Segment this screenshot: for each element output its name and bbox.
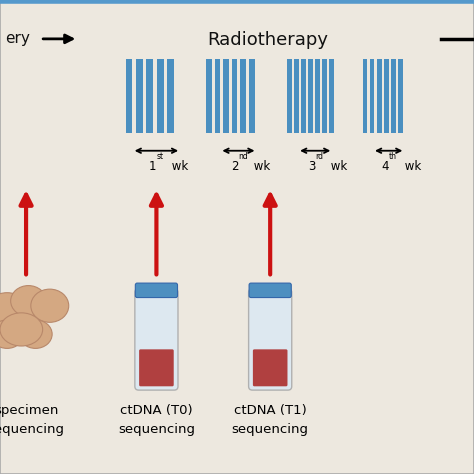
- Bar: [315, 59, 320, 133]
- FancyBboxPatch shape: [249, 283, 291, 298]
- Text: sequencing: sequencing: [232, 423, 309, 437]
- FancyBboxPatch shape: [253, 349, 287, 386]
- Bar: [146, 59, 153, 133]
- Bar: [287, 59, 292, 133]
- FancyBboxPatch shape: [248, 289, 292, 390]
- Bar: [329, 59, 334, 133]
- Bar: [301, 59, 306, 133]
- Ellipse shape: [19, 320, 52, 348]
- Text: Radiotherapy: Radiotherapy: [207, 31, 328, 49]
- Ellipse shape: [31, 289, 69, 322]
- FancyBboxPatch shape: [136, 283, 178, 298]
- Bar: [398, 59, 403, 133]
- FancyBboxPatch shape: [139, 349, 174, 386]
- Text: ery: ery: [5, 31, 29, 46]
- Text: th: th: [389, 152, 397, 161]
- Ellipse shape: [0, 320, 24, 348]
- Text: sequencing: sequencing: [0, 423, 64, 437]
- Bar: [363, 59, 367, 133]
- Text: 2: 2: [231, 160, 238, 173]
- Bar: [215, 59, 220, 133]
- Text: st: st: [156, 152, 164, 161]
- Bar: [377, 59, 382, 133]
- Text: 3: 3: [308, 160, 315, 173]
- Ellipse shape: [0, 292, 28, 328]
- Text: wk: wk: [401, 160, 421, 173]
- Bar: [167, 59, 174, 133]
- Text: rd: rd: [315, 152, 323, 161]
- Bar: [206, 59, 212, 133]
- Bar: [249, 59, 255, 133]
- Bar: [136, 59, 143, 133]
- Text: sequencing: sequencing: [118, 423, 195, 437]
- Bar: [391, 59, 396, 133]
- Text: wk: wk: [168, 160, 189, 173]
- Text: ctDNA (T0): ctDNA (T0): [120, 403, 193, 417]
- Bar: [157, 59, 164, 133]
- Bar: [232, 59, 237, 133]
- Bar: [322, 59, 327, 133]
- Text: wk: wk: [250, 160, 271, 173]
- Text: specimen: specimen: [0, 403, 58, 417]
- Text: 1: 1: [149, 160, 156, 173]
- Ellipse shape: [11, 285, 46, 317]
- FancyBboxPatch shape: [135, 289, 178, 390]
- Bar: [294, 59, 299, 133]
- Bar: [384, 59, 389, 133]
- Ellipse shape: [0, 313, 43, 346]
- Text: 4: 4: [381, 160, 389, 173]
- Text: ctDNA (T1): ctDNA (T1): [234, 403, 307, 417]
- Bar: [240, 59, 246, 133]
- Bar: [308, 59, 313, 133]
- Bar: [370, 59, 374, 133]
- Bar: [223, 59, 229, 133]
- Text: nd: nd: [238, 152, 248, 161]
- Text: wk: wk: [327, 160, 347, 173]
- Bar: [126, 59, 132, 133]
